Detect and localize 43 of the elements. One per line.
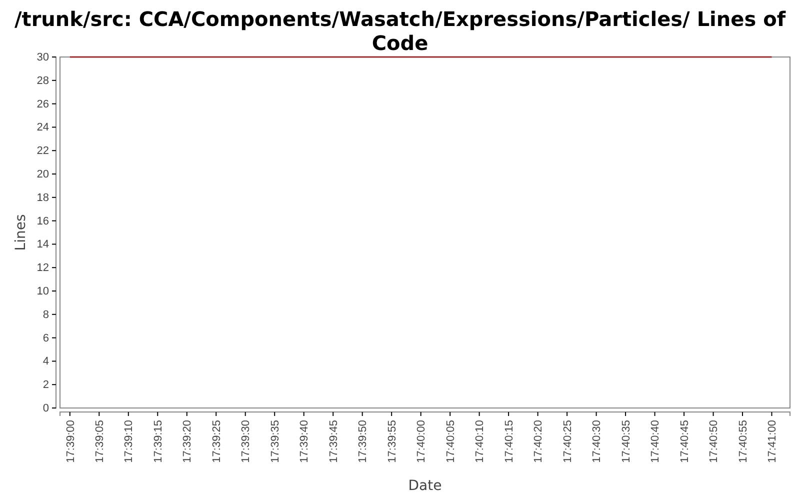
x-tick-label: 17:39:45 — [328, 420, 340, 463]
y-tick-label: 2 — [42, 379, 49, 392]
y-tick-label: 22 — [36, 145, 49, 158]
y-tick-label: 8 — [42, 308, 49, 321]
y-tick-label: 18 — [36, 192, 49, 204]
x-tick-label: 17:39:15 — [152, 420, 164, 463]
x-tick-label: 17:40:30 — [591, 420, 604, 463]
y-tick-label: 14 — [36, 238, 49, 251]
y-tick-label: 16 — [36, 215, 49, 228]
y-tick-label: 0 — [42, 402, 49, 415]
x-tick-label: 17:40:20 — [532, 420, 545, 463]
x-tick-label: 17:40:15 — [503, 420, 516, 463]
x-tick-label: 17:40:55 — [737, 420, 750, 463]
x-tick-label: 17:40:25 — [562, 420, 574, 463]
x-tick-label: 17:40:40 — [650, 420, 662, 463]
y-tick-label: 12 — [36, 262, 49, 274]
x-tick-label: 17:39:05 — [94, 420, 106, 463]
x-tick-label: 17:39:10 — [123, 420, 136, 463]
x-tick-label: 17:40:35 — [620, 420, 632, 463]
x-tick-label: 17:39:25 — [210, 420, 223, 463]
y-tick-label: 20 — [36, 168, 49, 181]
y-tick-label: 26 — [36, 98, 49, 110]
x-tick-label: 17:41:00 — [766, 420, 779, 463]
y-tick-label: 4 — [42, 356, 49, 368]
y-tick-label: 6 — [42, 332, 49, 344]
x-axis-title: Date — [408, 478, 442, 494]
x-tick-label: 17:39:55 — [386, 420, 398, 463]
x-tick-label: 17:39:40 — [298, 420, 311, 463]
y-tick-label: 10 — [36, 286, 49, 298]
x-tick-label: 17:40:50 — [708, 420, 720, 463]
y-tick-label: 24 — [36, 122, 49, 134]
x-tick-label: 17:39:50 — [357, 420, 370, 463]
y-tick-label: 28 — [36, 74, 49, 87]
x-tick-label: 17:40:45 — [678, 420, 691, 463]
y-tick-label: 30 — [36, 52, 49, 64]
x-tick-label: 17:40:00 — [416, 420, 428, 463]
x-tick-label: 17:39:00 — [64, 420, 77, 463]
x-tick-label: 17:39:20 — [182, 420, 194, 463]
x-tick-label: 17:40:05 — [444, 420, 457, 463]
x-tick-label: 17:39:35 — [269, 420, 282, 463]
x-tick-label: 17:40:10 — [474, 420, 486, 463]
y-axis-title: Lines — [13, 214, 29, 251]
x-tick-label: 17:39:30 — [240, 420, 252, 463]
